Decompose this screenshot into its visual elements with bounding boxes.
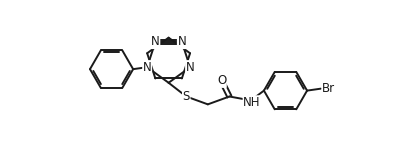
Text: O: O [217, 74, 226, 87]
Text: N: N [143, 61, 152, 74]
Text: N: N [151, 35, 160, 48]
Text: N: N [186, 61, 194, 74]
Text: NH: NH [243, 96, 261, 109]
Text: N: N [178, 35, 186, 48]
Text: S: S [183, 90, 190, 103]
Text: Br: Br [322, 82, 335, 95]
